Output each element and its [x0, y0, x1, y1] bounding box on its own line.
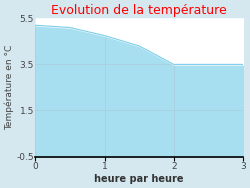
Title: Evolution de la température: Evolution de la température [51, 4, 227, 17]
Y-axis label: Température en °C: Température en °C [4, 45, 14, 130]
X-axis label: heure par heure: heure par heure [94, 174, 184, 184]
